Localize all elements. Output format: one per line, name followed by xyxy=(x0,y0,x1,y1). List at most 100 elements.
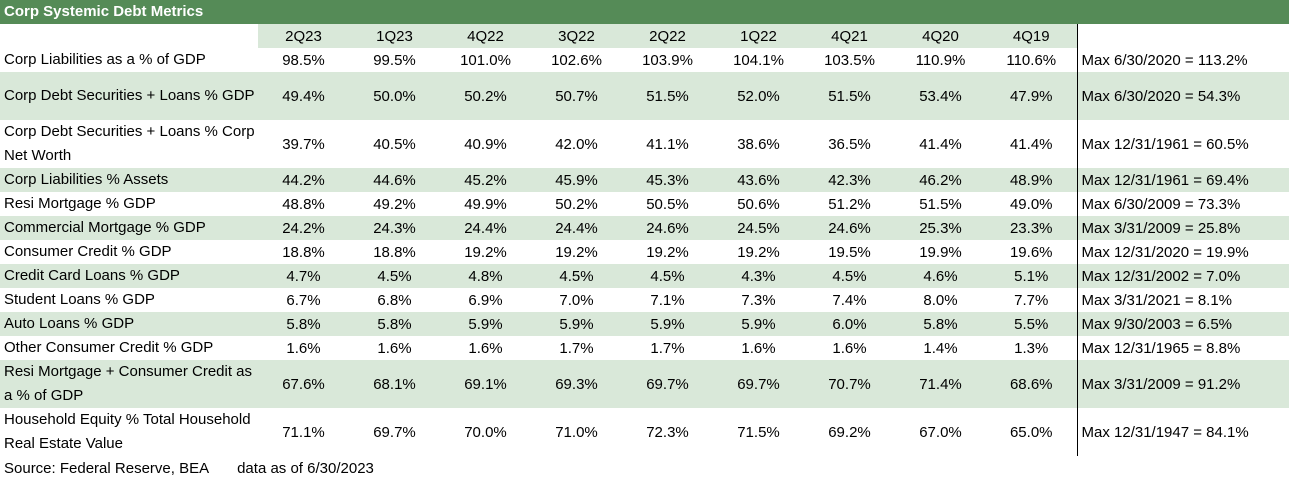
value-cell: 68.1% xyxy=(373,375,416,393)
value-cell: 1.7% xyxy=(650,339,685,357)
value-cell: 45.2% xyxy=(464,171,507,189)
value-cell: 23.3% xyxy=(1009,219,1053,237)
table-row: Corp Liabilities as a % of GDP 98.5% 99.5%… xyxy=(0,48,1289,72)
value-cell: 19.5% xyxy=(828,243,871,261)
value-cell: 5.9% xyxy=(468,315,503,333)
value-cell: 98.5% xyxy=(282,51,325,69)
max-note-cell: Max 6/30/2009 = 73.3% xyxy=(1076,192,1289,216)
table-row: Commercial Mortgage % GDP 24.2% 24.3% 24.4%… xyxy=(0,216,1289,240)
value-cell: 4.5% xyxy=(650,267,685,285)
value-cell: 18.8% xyxy=(282,243,325,261)
value-cell: 72.3% xyxy=(646,423,689,441)
value-cell: 19.6% xyxy=(1009,243,1053,261)
value-cell: 69.7% xyxy=(737,375,780,393)
value-cell: 41.1% xyxy=(646,135,689,153)
value-cell: 49.9% xyxy=(464,195,507,213)
row-label: Consumer Credit % GDP xyxy=(4,243,172,260)
max-note-cell: Max 3/31/2009 = 91.2% xyxy=(1076,360,1289,408)
value-cell: 102.6% xyxy=(551,51,602,69)
value-cell: 49.2% xyxy=(373,195,416,213)
value-cell: 44.2% xyxy=(282,171,325,189)
value-cell: 38.6% xyxy=(737,135,780,153)
value-cell: 4.8% xyxy=(468,267,503,285)
value-cell: 53.4% xyxy=(919,87,962,105)
value-cell: 103.5% xyxy=(824,51,875,69)
value-cell: 69.3% xyxy=(555,375,598,393)
max-note-cell: Max 3/31/2021 = 8.1% xyxy=(1076,288,1289,312)
column-header: 2Q22 xyxy=(649,27,686,45)
value-cell: 24.4% xyxy=(555,219,598,237)
row-label: Student Loans % GDP xyxy=(4,291,155,308)
value-cell: 1.6% xyxy=(741,339,776,357)
table-row: Auto Loans % GDP 5.8% 5.8% 5.9% 5.9% 5.9% 5.9%… xyxy=(0,312,1289,336)
value-cell: 51.5% xyxy=(919,195,962,213)
value-cell: 45.9% xyxy=(555,171,598,189)
max-note-cell: Max 12/31/1965 = 8.8% xyxy=(1076,336,1289,360)
value-cell: 7.0% xyxy=(559,291,594,309)
max-note-cell: Max 12/31/2002 = 7.0% xyxy=(1076,264,1289,288)
value-cell: 103.9% xyxy=(642,51,693,69)
row-label: Corp Liabilities as a % of GDP xyxy=(4,51,206,68)
value-cell: 50.6% xyxy=(737,195,780,213)
table-row: Credit Card Loans % GDP 4.7% 4.5% 4.8% 4.5% 4… xyxy=(0,264,1289,288)
value-cell: 7.1% xyxy=(650,291,685,309)
table-row: Corp Liabilities % Assets 44.2% 44.6% 45.2%… xyxy=(0,168,1289,192)
value-cell: 52.0% xyxy=(737,87,780,105)
max-note-cell: Max 12/31/1961 = 69.4% xyxy=(1076,168,1289,192)
value-cell: 4.5% xyxy=(559,267,594,285)
value-cell: 19.2% xyxy=(464,243,507,261)
value-cell: 7.7% xyxy=(1014,291,1049,309)
value-cell: 50.0% xyxy=(373,87,416,105)
value-cell: 104.1% xyxy=(733,51,784,69)
source-note: Source: Federal Reserve, BEA xyxy=(4,460,210,477)
value-cell: 19.2% xyxy=(737,243,780,261)
value-cell: 5.9% xyxy=(559,315,594,333)
value-cell: 19.9% xyxy=(919,243,962,261)
value-cell: 24.6% xyxy=(828,219,871,237)
value-cell: 24.2% xyxy=(282,219,325,237)
value-cell: 67.6% xyxy=(282,375,325,393)
value-cell: 5.9% xyxy=(741,315,776,333)
max-note-cell: Max 12/31/1961 = 60.5% xyxy=(1076,120,1289,168)
row-label: Resi Mortgage + Consumer Credit as a % o… xyxy=(4,363,253,404)
value-cell: 19.2% xyxy=(555,243,598,261)
value-cell: 71.4% xyxy=(919,375,962,393)
value-cell: 44.6% xyxy=(373,171,416,189)
value-cell: 36.5% xyxy=(828,135,871,153)
value-cell: 41.4% xyxy=(919,135,962,153)
value-cell: 8.0% xyxy=(923,291,958,309)
table-row: Resi Mortgage + Consumer Credit as a % o… xyxy=(0,360,1289,408)
table-row: Corp Debt Securities + Loans % GDP 49.4% 5… xyxy=(0,72,1289,120)
value-cell: 71.1% xyxy=(282,423,325,441)
value-cell: 51.5% xyxy=(828,87,871,105)
value-cell: 1.3% xyxy=(1014,339,1049,357)
value-cell: 24.5% xyxy=(737,219,780,237)
value-cell: 65.0% xyxy=(1009,423,1053,441)
value-cell: 7.4% xyxy=(832,291,867,309)
max-note-cell: Max 12/31/1947 = 84.1% xyxy=(1076,408,1289,456)
value-cell: 39.7% xyxy=(282,135,325,153)
value-cell: 5.5% xyxy=(1014,315,1049,333)
column-header: 1Q23 xyxy=(376,27,413,45)
header-max-cell xyxy=(1076,24,1289,48)
value-cell: 6.8% xyxy=(377,291,412,309)
row-label: Corp Debt Securities + Loans % GDP xyxy=(4,87,255,104)
row-label: Commercial Mortgage % GDP xyxy=(4,219,206,236)
value-cell: 43.6% xyxy=(737,171,780,189)
table-row: Resi Mortgage % GDP 48.8% 49.2% 49.9% 50.2% 5… xyxy=(0,192,1289,216)
table-row: Other Consumer Credit % GDP 1.6% 1.6% 1.6% 1… xyxy=(0,336,1289,360)
row-label: Other Consumer Credit % GDP xyxy=(4,339,214,356)
value-cell: 70.7% xyxy=(828,375,871,393)
value-cell: 67.0% xyxy=(919,423,962,441)
column-header: 4Q22 xyxy=(467,27,504,45)
value-cell: 4.5% xyxy=(377,267,412,285)
data-as-of-note: data as of 6/30/2023 xyxy=(237,460,374,477)
row-label: Corp Liabilities % Assets xyxy=(4,171,169,188)
value-cell: 5.8% xyxy=(923,315,958,333)
value-cell: 69.7% xyxy=(646,375,689,393)
value-cell: 1.6% xyxy=(377,339,412,357)
max-note-cell: Max 9/30/2003 = 6.5% xyxy=(1076,312,1289,336)
column-header: 3Q22 xyxy=(558,27,595,45)
value-cell: 68.6% xyxy=(1009,375,1053,393)
